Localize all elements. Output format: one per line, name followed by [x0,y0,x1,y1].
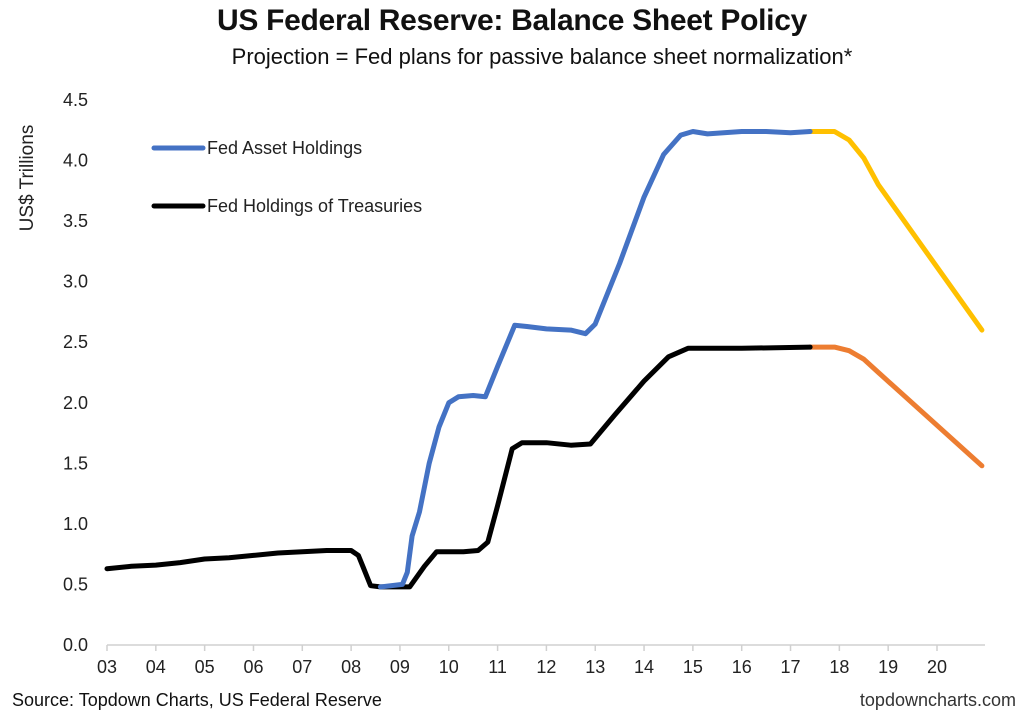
x-tick-label: 05 [195,657,215,677]
y-axis-label: US$ Trillions [17,125,38,232]
axes: 03 04 05 06 07 08 09 10 11 12 13 14 15 16 17 18 19 20 0.0 0… [17,90,985,677]
legend: Fed Asset Holdings Fed Holdings of Treasu… [151,138,422,216]
x-tick-label: 10 [439,657,459,677]
x-tick-label: 17 [781,657,801,677]
legend-label: Fed Holdings of Treasuries [207,196,422,216]
website-credit: topdowncharts.com [859,690,1016,710]
x-tick-label: 14 [634,657,654,677]
y-tick-label: 3.0 [63,272,88,292]
y-tick-label: 1.0 [63,514,88,534]
series-line-fed-asset-holdings-projection [807,129,985,333]
chart-subtitle: Projection = Fed plans for passive balan… [231,44,853,69]
y-tick-label: 2.0 [63,393,88,413]
x-tick-label: 09 [390,657,410,677]
x-tick-label: 15 [683,657,703,677]
x-tick-label: 19 [878,657,898,677]
x-tick-label: 06 [243,657,263,677]
legend-label: Fed Asset Holdings [207,138,362,158]
y-tick-label: 0.5 [63,574,88,594]
y-tick-label: 1.5 [63,453,88,473]
x-tick-label: 12 [536,657,556,677]
y-tick-label: 2.5 [63,332,88,352]
x-tick-label: 20 [927,657,947,677]
series-line-fed-asset-holdings [377,129,813,590]
y-tick-label: 0.0 [63,635,88,655]
y-tick-label: 3.5 [63,211,88,231]
chart-title: US Federal Reserve: Balance Sheet Policy [217,4,807,37]
x-tick-label: 08 [341,657,361,677]
x-tick-label: 07 [292,657,312,677]
series-group [104,129,985,590]
series-line-fed-holdings-of-treasuries [104,344,813,590]
source-note: Source: Topdown Charts, US Federal Reser… [12,690,382,710]
x-tick-label: 16 [732,657,752,677]
x-tick-label: 03 [97,657,117,677]
y-tick-label: 4.0 [63,151,88,171]
series-line-fed-holdings-of-treasuries-projection [807,344,985,469]
x-tick-label: 04 [146,657,166,677]
x-tick-label: 11 [488,657,507,677]
y-tick-label: 4.5 [63,90,88,110]
x-tick-label: 18 [829,657,849,677]
x-tick-label: 13 [585,657,605,677]
